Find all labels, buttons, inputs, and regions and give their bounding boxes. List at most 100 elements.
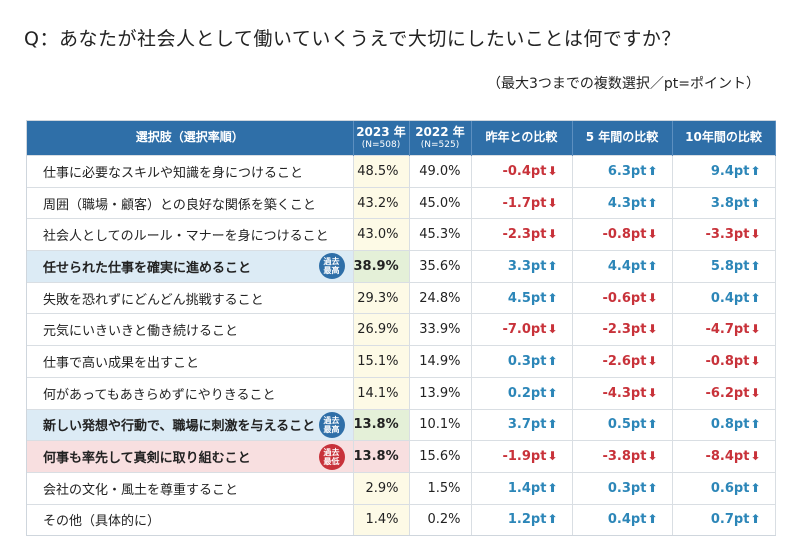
value-2023: 1.4% (353, 503, 410, 536)
value-2023: 2.9% (353, 471, 410, 505)
diff-five-year-value: -0.8pt (602, 227, 647, 243)
item-cell: 仕事に必要なスキルや知識を身につけること (27, 155, 354, 188)
diff-ten-year: -4.7pt⬇ (672, 313, 776, 346)
diff-yoy: 4.5pt⬆ (471, 281, 573, 314)
diff-ten-year: -8.4pt⬇ (672, 440, 776, 473)
badge-line: 最低 (323, 456, 340, 466)
diff-yoy-value: 1.2pt (507, 512, 547, 528)
diff-ten-year-value: 9.4pt (710, 163, 750, 179)
badge-line: 過去 (323, 415, 340, 425)
header-2022: 2022 年 (N=525) (409, 121, 472, 156)
value-2023: 15.1% (353, 345, 410, 378)
value-2023: 13.8% (353, 408, 410, 441)
item-label: 社会人としてのルール・マナーを身につけること (43, 229, 329, 245)
diff-ten-year-value: 0.6pt (710, 480, 750, 496)
diff-yoy: -0.4pt⬇ (471, 155, 573, 188)
value-2023: 13.8% (353, 440, 410, 473)
item-label: 新しい発想や行動で、職場に刺激を与えること (43, 419, 316, 435)
diff-five-year-value: -4.3pt (602, 385, 647, 401)
value-2023: 38.9% (353, 250, 410, 283)
arrow-down-icon: ⬇ (750, 322, 761, 337)
diff-ten-year: 9.4pt⬆ (672, 155, 776, 188)
value-2023: 43.2% (353, 186, 410, 219)
value-2022: 15.6% (409, 440, 472, 473)
item-label: 任せられた仕事を確実に進めること (43, 260, 252, 276)
item-cell: 何事も率先して真剣に取り組むこと 過去 最低 (27, 440, 354, 473)
diff-yoy: 0.2pt⬆ (471, 376, 573, 409)
table-header-row: 選択肢（選択率順） 2023 年 (N=508) 2022 年 (N=525) 昨年… (27, 121, 776, 156)
arrow-down-icon: ⬇ (647, 449, 658, 464)
diff-yoy-value: -0.4pt (502, 163, 547, 179)
value-2022: 14.9% (409, 345, 472, 378)
diff-five-year: 6.3pt⬆ (572, 155, 673, 188)
diff-five-year: 4.4pt⬆ (572, 250, 673, 283)
diff-yoy-value: 0.2pt (507, 385, 547, 401)
diff-ten-year-value: 0.7pt (710, 512, 750, 528)
value-2022: 1.5% (409, 471, 472, 505)
arrow-up-icon: ⬆ (647, 163, 658, 178)
value-2023: 29.3% (353, 281, 410, 314)
diff-yoy-value: 4.5pt (507, 290, 547, 306)
table-row: 何事も率先して真剣に取り組むこと 過去 最低 13.8% 15.6% -1.9pt⬇ -3.… (27, 440, 776, 473)
diff-ten-year: 5.8pt⬆ (672, 250, 776, 283)
diff-five-year-value: -2.3pt (602, 322, 647, 338)
diff-yoy: 3.3pt⬆ (471, 250, 573, 283)
arrow-down-icon: ⬇ (547, 322, 558, 337)
item-label: 失敗を恐れずにどんどん挑戦すること (43, 292, 264, 308)
arrow-down-icon: ⬇ (647, 353, 658, 368)
arrow-up-icon: ⬆ (750, 417, 761, 432)
item-label: 会社の文化・風土を尊重すること (43, 482, 239, 498)
results-table-container: 選択肢（選択率順） 2023 年 (N=508) 2022 年 (N=525) 昨年… (26, 120, 776, 536)
item-cell: 元気にいきいきと働き続けること (27, 313, 354, 346)
value-2023: 14.1% (353, 376, 410, 409)
table-row: 仕事で高い成果を出すこと 15.1% 14.9% 0.3pt⬆ -2.6pt⬇ -0.8p… (27, 345, 776, 378)
diff-ten-year-value: -8.4pt (705, 449, 750, 465)
arrow-up-icon: ⬆ (647, 195, 658, 210)
item-label: 何事も率先して真剣に取り組むこと (43, 451, 251, 467)
value-2023: 26.9% (353, 313, 410, 346)
table-row: その他（具体的に） 1.4% 0.2% 1.2pt⬆ 0.4pt⬆ 0.7pt⬆ (27, 503, 776, 536)
value-2022: 45.0% (409, 186, 472, 219)
arrow-up-icon: ⬆ (750, 258, 761, 273)
diff-ten-year-value: 3.8pt (710, 195, 750, 211)
item-label: 仕事に必要なスキルや知識を身につけること (43, 165, 304, 181)
diff-five-year: -0.6pt⬇ (572, 281, 673, 314)
arrow-up-icon: ⬆ (647, 258, 658, 273)
item-cell: 任せられた仕事を確実に進めること 過去 最高 (27, 250, 354, 283)
diff-five-year: 0.5pt⬆ (572, 408, 673, 441)
arrow-down-icon: ⬇ (750, 385, 761, 400)
arrow-up-icon: ⬆ (750, 195, 761, 210)
diff-yoy: -1.7pt⬇ (471, 186, 573, 219)
diff-yoy-value: 0.3pt (507, 353, 547, 369)
arrow-up-icon: ⬆ (750, 163, 761, 178)
diff-yoy: -2.3pt⬇ (471, 218, 573, 251)
diff-five-year-value: -3.8pt (602, 449, 647, 465)
arrow-up-icon: ⬆ (750, 480, 761, 495)
diff-five-year: 0.4pt⬆ (572, 503, 673, 536)
diff-ten-year: 0.7pt⬆ (672, 503, 776, 536)
diff-ten-year-value: 0.8pt (710, 417, 750, 433)
arrow-down-icon: ⬇ (547, 163, 558, 178)
table-row: 周囲（職場・顧客）との良好な関係を築くこと 43.2% 45.0% -1.7pt⬇ 4.… (27, 186, 776, 219)
diff-yoy-value: 3.7pt (507, 417, 547, 433)
record-high-badge: 過去 最高 (318, 411, 345, 438)
diff-yoy: -7.0pt⬇ (471, 313, 573, 346)
diff-five-year-value: 6.3pt (607, 163, 647, 179)
results-table: 選択肢（選択率順） 2023 年 (N=508) 2022 年 (N=525) 昨年… (27, 121, 776, 536)
item-label: 仕事で高い成果を出すこと (43, 355, 200, 371)
table-row: 社会人としてのルール・マナーを身につけること 43.0% 45.3% -2.3pt⬇ -… (27, 218, 776, 251)
value-2022: 49.0% (409, 155, 472, 188)
arrow-down-icon: ⬇ (750, 353, 761, 368)
record-high-badge: 過去 最高 (318, 253, 345, 280)
arrow-up-icon: ⬆ (547, 385, 558, 400)
table-row: 失敗を恐れずにどんどん挑戦すること 29.3% 24.8% 4.5pt⬆ -0.6pt⬇… (27, 281, 776, 314)
item-cell: 会社の文化・風土を尊重すること (27, 471, 354, 505)
table-row: 何があってもあきらめずにやりきること 14.1% 13.9% 0.2pt⬆ -4.3pt… (27, 376, 776, 409)
badge-line: 過去 (323, 257, 340, 267)
diff-yoy: 1.4pt⬆ (471, 471, 573, 505)
diff-ten-year: 0.8pt⬆ (672, 408, 776, 441)
value-2022: 33.9% (409, 313, 472, 346)
diff-five-year-value: -2.6pt (602, 353, 647, 369)
value-2023: 48.5% (353, 155, 410, 188)
value-2022: 13.9% (409, 376, 472, 409)
